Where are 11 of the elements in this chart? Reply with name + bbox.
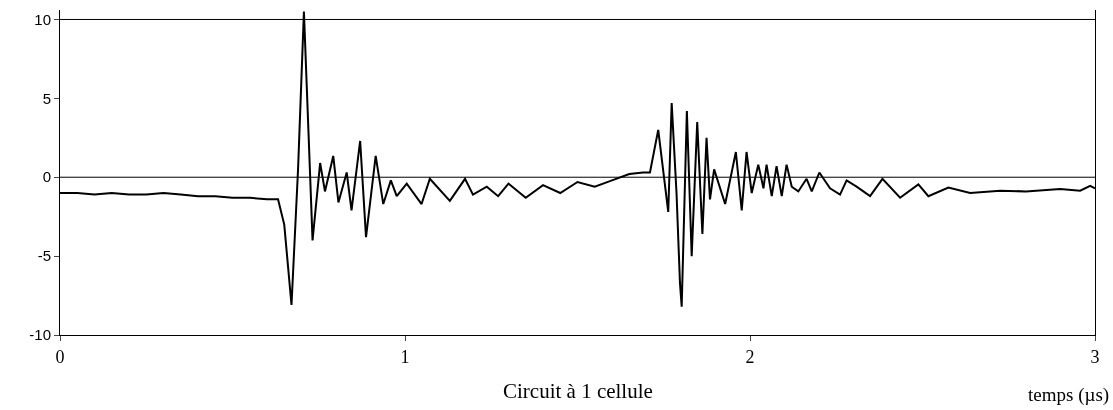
- x-tick-label: 3: [1090, 346, 1100, 367]
- x-tick-label: 2: [745, 346, 755, 367]
- x-tick-label: 0: [55, 346, 65, 367]
- y-tick-label: 5: [42, 89, 51, 107]
- y-tick-label: -5: [37, 247, 51, 265]
- y-tick-label: 0: [42, 168, 51, 186]
- x-axis-title: temps (µs): [1028, 384, 1110, 406]
- y-tick-label: 10: [34, 10, 51, 28]
- text: Circuit à 1 cellule: [503, 379, 653, 403]
- x-tick-label: 1: [400, 346, 410, 367]
- y-tick-label: -10: [29, 326, 51, 344]
